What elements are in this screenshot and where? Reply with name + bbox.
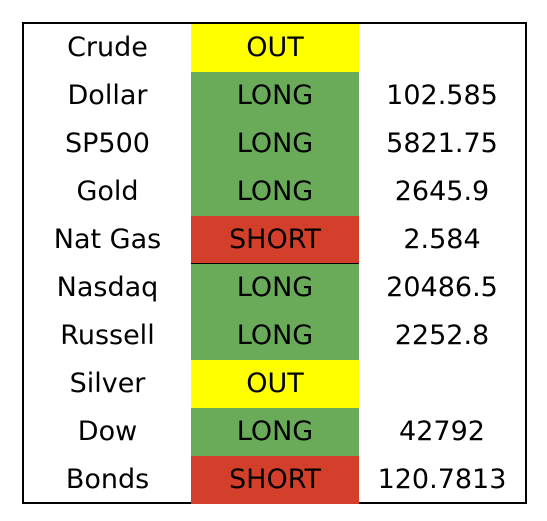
price-cell: 2645.9 bbox=[394, 176, 490, 207]
table-row: Russell LONG 2252.8 bbox=[24, 312, 525, 360]
table-row: Bonds SHORT 120.7813 bbox=[24, 456, 525, 504]
price-cell: 2.584 bbox=[403, 224, 481, 255]
price-cell: 2252.8 bbox=[394, 320, 490, 351]
asset-cell: Bonds bbox=[65, 464, 150, 495]
asset-cell: SP500 bbox=[65, 128, 150, 159]
table-row: SP500 LONG 5821.75 bbox=[24, 120, 525, 168]
signal-cell: SHORT bbox=[191, 456, 359, 504]
signal-cell: LONG bbox=[191, 72, 359, 120]
price-cell: 120.7813 bbox=[377, 464, 507, 495]
signal-cell: LONG bbox=[191, 120, 359, 168]
asset-cell: Dow bbox=[77, 416, 138, 447]
signal-cell: LONG bbox=[191, 168, 359, 216]
asset-cell: Nat Gas bbox=[53, 224, 162, 255]
signal-cell: LONG bbox=[191, 312, 359, 360]
empty-cell bbox=[359, 24, 525, 72]
table-row: Dow LONG 42792 bbox=[24, 408, 525, 456]
asset-cell: Dollar bbox=[67, 80, 148, 111]
table-row: Gold LONG 2645.9 bbox=[24, 168, 525, 216]
price-cell: 20486.5 bbox=[386, 272, 498, 303]
table-row: Silver OUT bbox=[24, 360, 525, 408]
signal-table: Crude OUT Dollar LONG 102.585 SP500 LONG 5821.7… bbox=[22, 22, 527, 504]
signal-cell: SHORT bbox=[191, 216, 359, 264]
signal-cell: LONG bbox=[191, 264, 359, 312]
asset-cell: Gold bbox=[76, 176, 139, 207]
empty-cell bbox=[359, 360, 525, 408]
asset-cell: Nasdaq bbox=[56, 272, 159, 303]
table-row: Nat Gas SHORT 2.584 bbox=[24, 216, 525, 264]
asset-cell: Russell bbox=[60, 320, 155, 351]
price-cell: 102.585 bbox=[386, 80, 498, 111]
price-cell: 5821.75 bbox=[386, 128, 498, 159]
table-row: Crude OUT bbox=[24, 24, 525, 72]
signal-cell: OUT bbox=[191, 360, 359, 408]
asset-cell: Silver bbox=[69, 368, 146, 399]
table-row: Nasdaq LONG 20486.5 bbox=[24, 264, 525, 312]
signal-cell: OUT bbox=[191, 24, 359, 72]
table-row: Dollar LONG 102.585 bbox=[24, 72, 525, 120]
asset-cell: Crude bbox=[67, 32, 148, 63]
signal-cell: LONG bbox=[191, 408, 359, 456]
price-cell: 42792 bbox=[399, 416, 485, 447]
